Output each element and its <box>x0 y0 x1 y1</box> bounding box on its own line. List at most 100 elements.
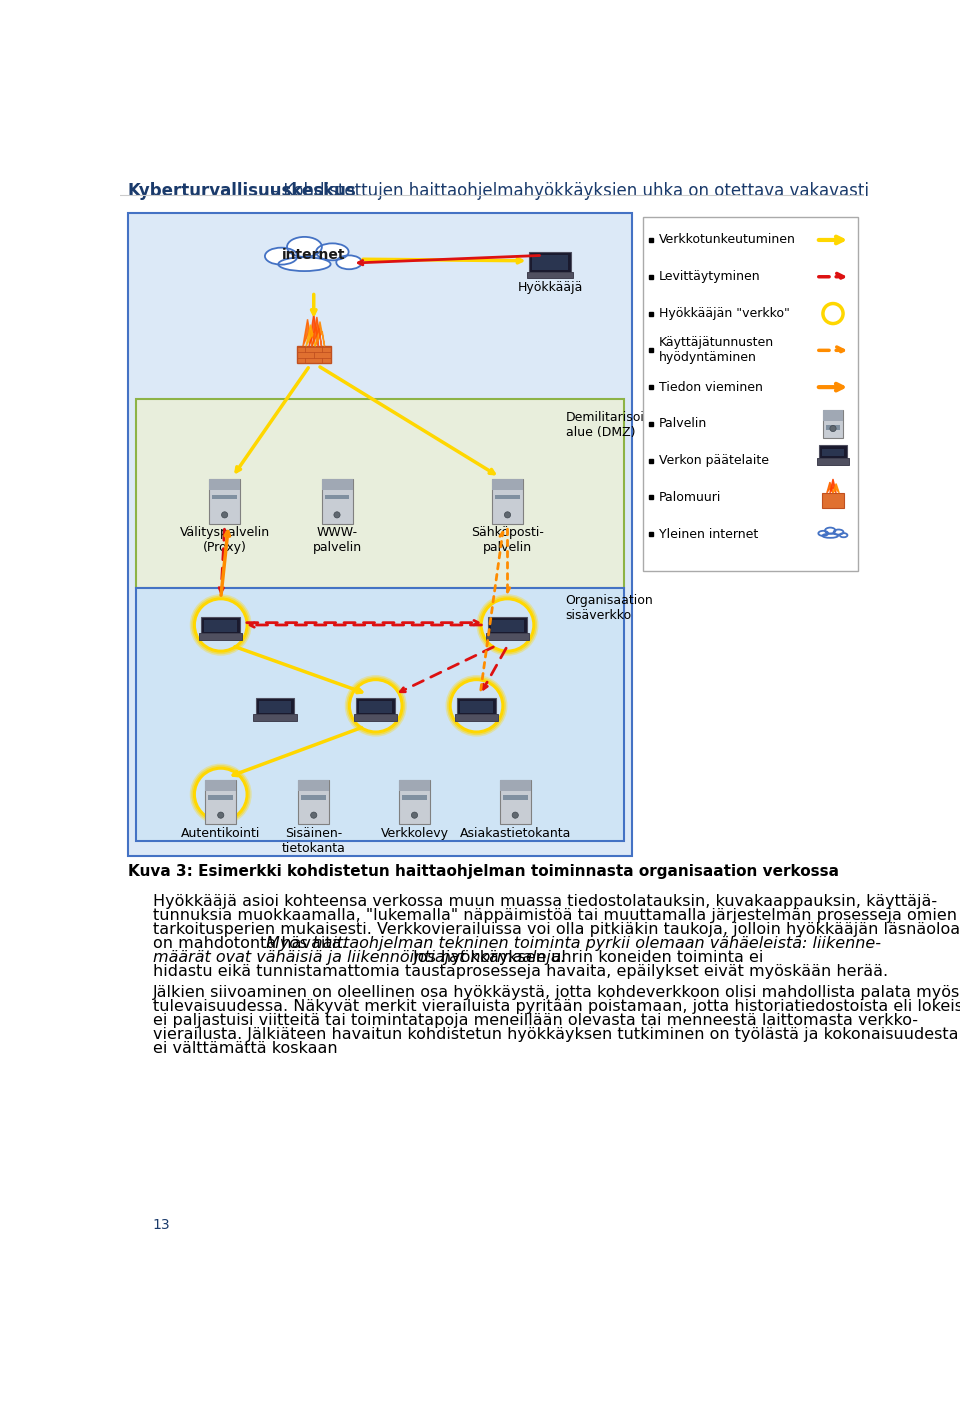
Circle shape <box>311 812 317 818</box>
Ellipse shape <box>823 533 838 537</box>
Text: WWW-
palvelin: WWW- palvelin <box>312 526 362 554</box>
Text: Hyökkääjä: Hyökkääjä <box>517 281 583 293</box>
Text: internet: internet <box>282 248 346 262</box>
Text: Käyttäjätunnusten
hyödyntäminen: Käyttäjätunnusten hyödyntäminen <box>659 337 774 365</box>
FancyBboxPatch shape <box>324 495 349 499</box>
FancyBboxPatch shape <box>488 617 527 636</box>
Polygon shape <box>833 484 839 492</box>
FancyBboxPatch shape <box>527 272 573 278</box>
Text: Palvelin: Palvelin <box>659 418 707 431</box>
Text: Jos hyökkäyksen uhrin koneiden toiminta ei: Jos hyökkäyksen uhrin koneiden toiminta … <box>408 950 764 965</box>
FancyBboxPatch shape <box>259 700 291 713</box>
FancyBboxPatch shape <box>529 251 571 274</box>
FancyBboxPatch shape <box>492 480 523 490</box>
Polygon shape <box>827 483 833 492</box>
FancyBboxPatch shape <box>492 480 523 525</box>
FancyBboxPatch shape <box>359 700 392 713</box>
Text: Hyökkääjän "verkko": Hyökkääjän "verkko" <box>659 307 789 320</box>
FancyBboxPatch shape <box>826 425 840 431</box>
FancyBboxPatch shape <box>402 796 427 800</box>
FancyBboxPatch shape <box>253 714 297 721</box>
Circle shape <box>512 812 518 818</box>
Text: Kyberturvallisuuskeskus: Kyberturvallisuuskeskus <box>128 182 356 201</box>
FancyBboxPatch shape <box>822 449 844 456</box>
Text: tunnuksia muokkaamalla, "lukemalla" näppäimistöä tai muuttamalla järjestelmän pr: tunnuksia muokkaamalla, "lukemalla" näpp… <box>153 908 956 923</box>
Circle shape <box>222 512 228 518</box>
Circle shape <box>829 425 836 432</box>
Text: hidastu eikä tunnistamattomia taustaprosesseja havaita, epäilykset eivät myöskää: hidastu eikä tunnistamattomia taustapros… <box>153 964 888 979</box>
FancyBboxPatch shape <box>128 213 632 856</box>
Text: ei välttämättä koskaan: ei välttämättä koskaan <box>153 1041 337 1056</box>
Text: Verkkolevy: Verkkolevy <box>380 826 448 840</box>
Text: tarkoitusperien mukaisesti. Verkkovierailuissa voi olla pitkiäkin taukoja, jollo: tarkoitusperien mukaisesti. Verkkovierai… <box>153 922 960 937</box>
Text: Levittäytyminen: Levittäytyminen <box>659 271 760 283</box>
FancyBboxPatch shape <box>299 780 329 790</box>
FancyBboxPatch shape <box>500 780 531 825</box>
Ellipse shape <box>825 528 835 533</box>
FancyBboxPatch shape <box>356 697 396 716</box>
Text: Sisäinen-
tietokanta: Sisäinen- tietokanta <box>282 826 346 854</box>
FancyBboxPatch shape <box>297 347 331 363</box>
Circle shape <box>334 512 340 518</box>
Circle shape <box>504 512 511 518</box>
Polygon shape <box>309 314 319 347</box>
FancyBboxPatch shape <box>503 796 528 800</box>
FancyBboxPatch shape <box>399 780 430 790</box>
Text: Palomuuri: Palomuuri <box>659 491 721 504</box>
Polygon shape <box>303 320 312 347</box>
Ellipse shape <box>278 257 330 271</box>
Text: Organisaation
sisäverkko: Organisaation sisäverkko <box>565 593 654 622</box>
Text: Autentikointi: Autentikointi <box>181 826 260 840</box>
Text: Verkkotunkeutuminen: Verkkotunkeutuminen <box>659 233 796 247</box>
FancyBboxPatch shape <box>495 495 520 499</box>
FancyBboxPatch shape <box>209 480 240 525</box>
Text: Hyökkääjä asioi kohteensa verkossa muun muassa tiedostolatauksin, kuvakaappauksi: Hyökkääjä asioi kohteensa verkossa muun … <box>153 895 937 909</box>
Text: vierailusta. Jälkiäteen havaitun kohdistetun hyökkäyksen tutkiminen on työlästä : vierailusta. Jälkiäteen havaitun kohdist… <box>153 1027 958 1042</box>
FancyBboxPatch shape <box>301 796 326 800</box>
FancyBboxPatch shape <box>202 617 240 636</box>
Polygon shape <box>306 324 315 347</box>
FancyBboxPatch shape <box>255 697 295 716</box>
Text: Välityspalvelin
(Proxy): Välityspalvelin (Proxy) <box>180 526 270 554</box>
FancyBboxPatch shape <box>209 480 240 490</box>
Text: Myös haittaohjelman tekninen toiminta pyrkii olemaan vähäeleistä: liikenne-: Myös haittaohjelman tekninen toiminta py… <box>266 936 880 951</box>
FancyBboxPatch shape <box>212 495 237 499</box>
Text: Asiakastietokanta: Asiakastietokanta <box>460 826 571 840</box>
Ellipse shape <box>336 255 362 269</box>
FancyBboxPatch shape <box>822 492 844 508</box>
FancyBboxPatch shape <box>819 445 847 459</box>
FancyBboxPatch shape <box>322 480 352 525</box>
FancyBboxPatch shape <box>205 780 236 790</box>
FancyBboxPatch shape <box>643 217 858 571</box>
Text: ei paljastuisi viitteitä tai toimintatapoja meneillään olevasta tai menneestä la: ei paljastuisi viitteitä tai toimintatap… <box>153 1013 918 1028</box>
FancyBboxPatch shape <box>208 796 233 800</box>
Text: tulevaisuudessa. Näkyvät merkit vierailuista pyritään poistamaan, jotta historia: tulevaisuudessa. Näkyvät merkit vierailu… <box>153 999 960 1014</box>
Ellipse shape <box>840 533 848 537</box>
FancyBboxPatch shape <box>135 588 624 840</box>
Text: Jälkien siivoaminen on oleellinen osa hyökkäystä, jotta kohdeverkkoon olisi mahd: Jälkien siivoaminen on oleellinen osa hy… <box>153 985 960 1000</box>
Text: Yleinen internet: Yleinen internet <box>659 528 757 540</box>
FancyBboxPatch shape <box>455 714 498 721</box>
Text: Demilitarisoitu
alue (DMZ): Demilitarisoitu alue (DMZ) <box>565 411 658 439</box>
FancyBboxPatch shape <box>823 410 843 421</box>
Ellipse shape <box>287 237 322 257</box>
FancyBboxPatch shape <box>486 633 529 640</box>
FancyBboxPatch shape <box>532 255 568 269</box>
FancyBboxPatch shape <box>457 697 496 716</box>
Text: Tiedon vieminen: Tiedon vieminen <box>659 380 762 394</box>
FancyBboxPatch shape <box>500 780 531 790</box>
Ellipse shape <box>265 248 298 265</box>
Polygon shape <box>312 317 322 347</box>
FancyBboxPatch shape <box>823 410 843 438</box>
Ellipse shape <box>818 530 828 536</box>
Text: - Kohdistettujen haittaohjelmahyökkäyksien uhka on otettava vakavasti: - Kohdistettujen haittaohjelmahyökkäyksi… <box>267 182 869 201</box>
Circle shape <box>218 812 224 818</box>
FancyBboxPatch shape <box>204 620 237 631</box>
Text: on mahdotonta havaita.: on mahdotonta havaita. <box>153 936 351 951</box>
FancyBboxPatch shape <box>354 714 397 721</box>
FancyBboxPatch shape <box>205 780 236 825</box>
Text: määrät ovat vähäisiä ja liikennöintiajat normaaleja.: määrät ovat vähäisiä ja liikennöintiajat… <box>153 950 565 965</box>
FancyBboxPatch shape <box>322 480 352 490</box>
FancyBboxPatch shape <box>492 620 524 631</box>
Text: Kuva 3: Esimerkki kohdistetun haittaohjelman toiminnasta organisaation verkossa: Kuva 3: Esimerkki kohdistetun haittaohje… <box>128 864 839 878</box>
